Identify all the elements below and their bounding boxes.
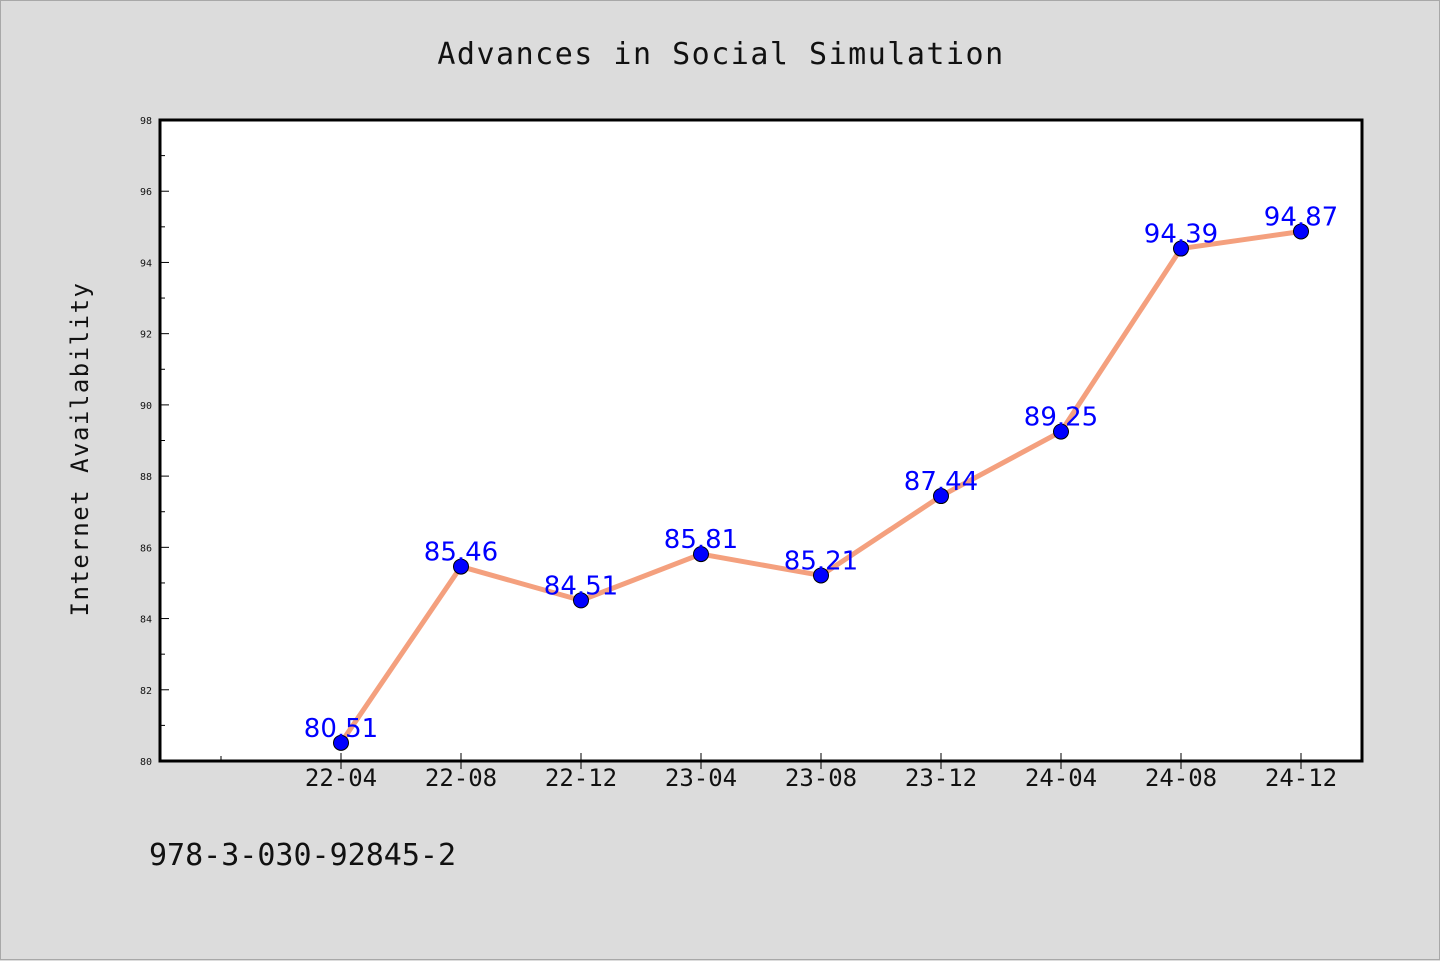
data-label: 89.25 (1024, 403, 1098, 433)
series-layer: 80.51 85.46 84.51 85.81 85.21 87.44 89.25 94.39… (304, 202, 1338, 751)
data-label: 85.21 (784, 546, 858, 576)
y-tick-label: 94 (140, 258, 152, 269)
chart-title: Advances in Social Simulation (437, 37, 1004, 72)
data-label: 85.46 (424, 538, 498, 568)
data-point (1053, 423, 1069, 440)
y-axis: 80 82 84 86 88 90 92 94 96 98 (140, 116, 169, 768)
y-tick-label: 82 (140, 686, 152, 697)
data-point (933, 488, 949, 505)
footer-isbn: 978-3-030-92845-2 (149, 838, 456, 873)
data-point (693, 546, 709, 563)
x-tick-label: 24-08 (1145, 764, 1217, 792)
x-tick-label: 24-12 (1265, 764, 1337, 792)
data-label: 85.81 (664, 525, 738, 555)
x-tick-label: 23-08 (785, 764, 857, 792)
data-point (453, 558, 469, 575)
y-tick-label: 96 (140, 187, 152, 198)
plot-area (158, 118, 1364, 763)
data-point (573, 592, 589, 609)
x-tick-label: 22-08 (425, 764, 497, 792)
y-tick-label: 98 (140, 116, 152, 127)
x-tick-label: 23-12 (905, 764, 977, 792)
data-point (1173, 240, 1189, 257)
data-point (813, 567, 829, 584)
y-tick-label: 88 (140, 472, 152, 483)
y-tick-label: 80 (140, 757, 152, 768)
x-tick-label: 22-04 (305, 764, 377, 792)
data-label: 87.44 (904, 467, 978, 497)
y-tick-label: 92 (140, 330, 152, 341)
y-axis-label: Internet Availability (66, 282, 94, 617)
data-label: 94.39 (1144, 220, 1218, 250)
data-point (1293, 223, 1309, 240)
x-axis: 22-04 22-08 22-12 23-04 23-08 23-12 24-04 24-08… (220, 753, 1337, 792)
x-tick-label: 24-04 (1025, 764, 1097, 792)
y-tick-label: 90 (140, 401, 152, 412)
data-label: 84.51 (544, 571, 618, 601)
data-label: 80.51 (304, 714, 378, 744)
y-tick-label: 86 (140, 543, 152, 554)
x-tick-label: 22-12 (545, 764, 617, 792)
data-point (333, 734, 349, 751)
x-tick-label: 23-04 (665, 764, 737, 792)
y-tick-label: 84 (140, 615, 152, 626)
data-label: 94.87 (1264, 202, 1338, 232)
